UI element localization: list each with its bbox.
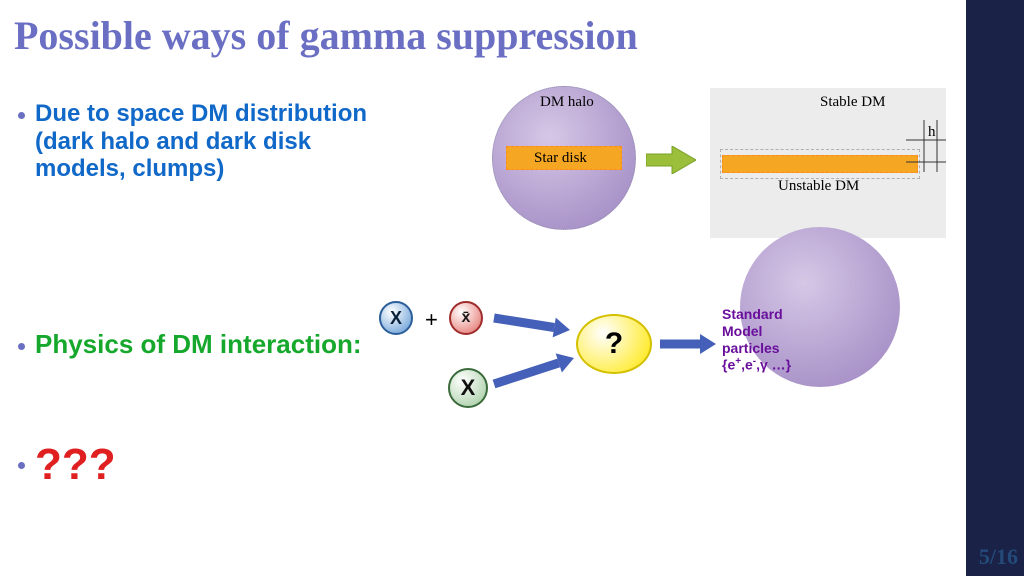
page-number: 5/16 (979, 544, 1018, 570)
sm-line4: {e+,e-,γ …} (722, 356, 791, 373)
interaction-arrows-icon (0, 0, 1024, 576)
sm-line3: particles (722, 340, 791, 357)
sm-particles-label: Standard Model particles {e+,e-,γ …} (722, 306, 791, 374)
sm-line1: Standard (722, 306, 791, 323)
sm-line2: Model (722, 323, 791, 340)
